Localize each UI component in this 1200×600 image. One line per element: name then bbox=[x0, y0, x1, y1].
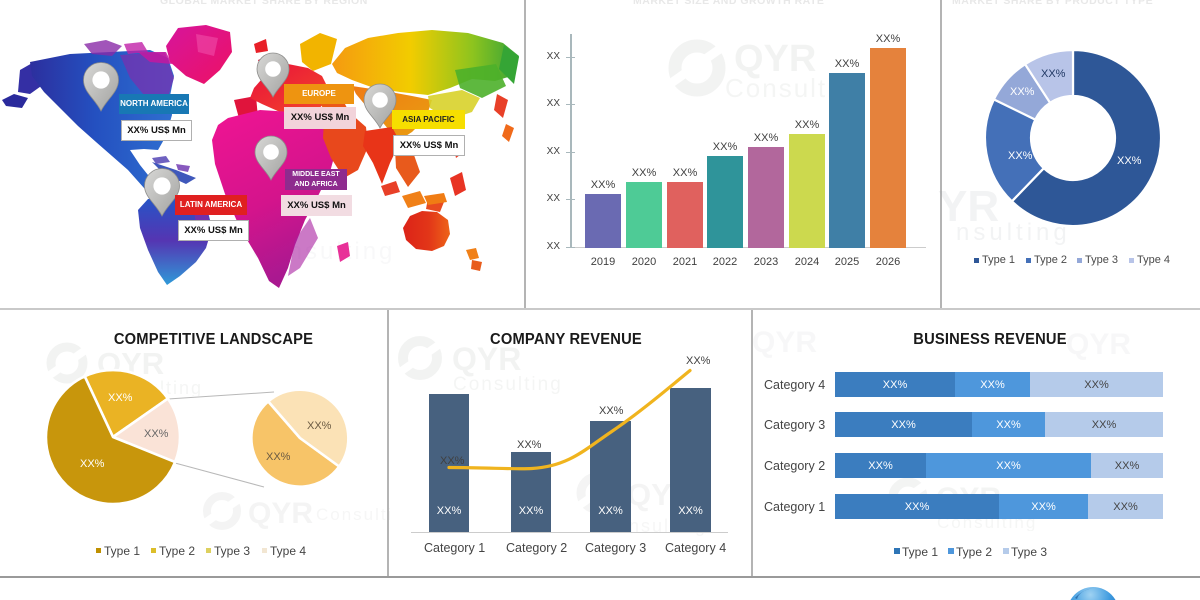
svg-text:Consulting: Consulting bbox=[316, 505, 390, 524]
svg-text:QYR: QYR bbox=[452, 341, 521, 377]
svg-text:QYR: QYR bbox=[734, 38, 816, 80]
svg-text:Consulting: Consulting bbox=[725, 73, 835, 103]
svg-text:QYR: QYR bbox=[248, 497, 313, 530]
svg-text:Consulting: Consulting bbox=[453, 374, 563, 394]
